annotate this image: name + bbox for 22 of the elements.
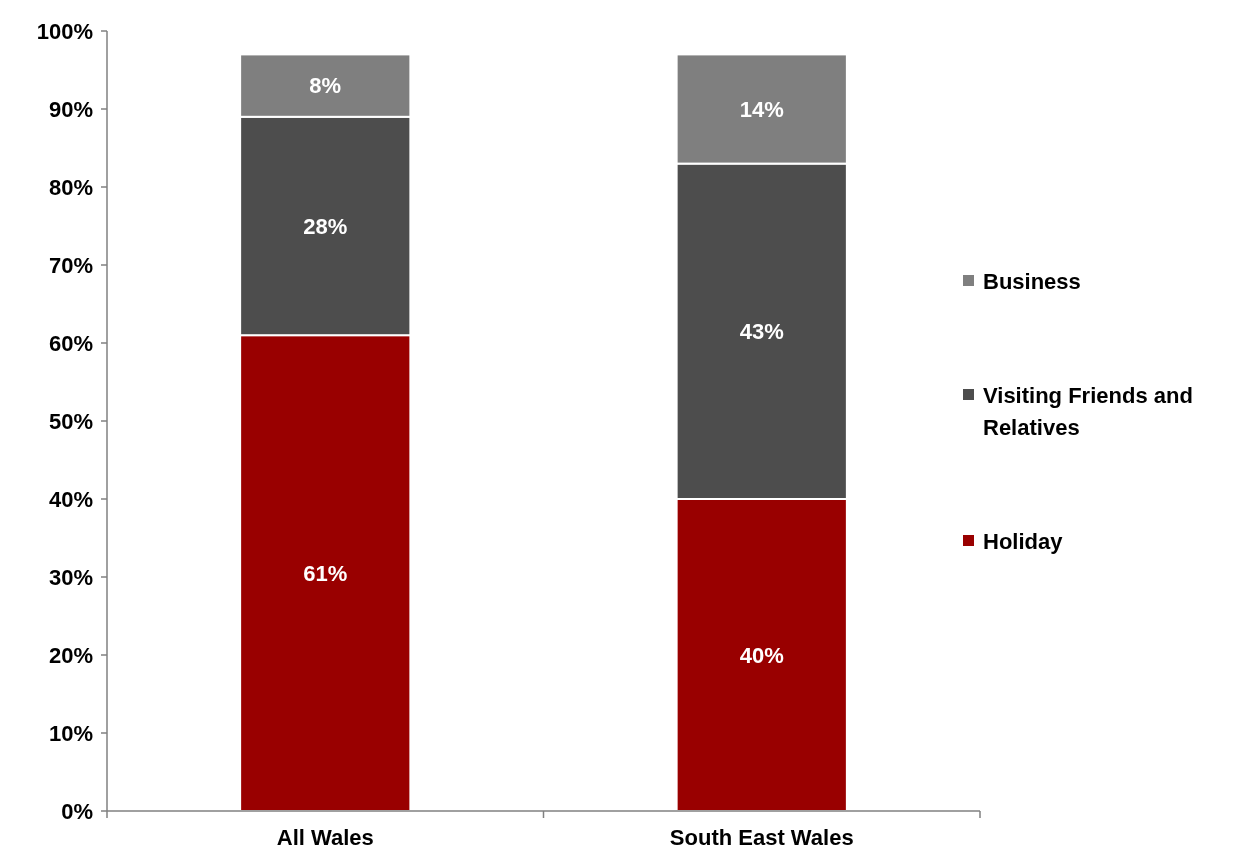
data-label: 61%: [303, 560, 348, 586]
data-label: 43%: [739, 319, 784, 344]
y-tick-label: 70%: [48, 252, 93, 278]
y-tick-label: 50%: [48, 408, 93, 434]
legend-label: Visiting Friends and Relatives: [983, 382, 1193, 440]
x-tick-label: All Wales: [276, 825, 374, 850]
y-tick-label: 80%: [48, 174, 93, 200]
legend-label: Business: [983, 268, 1081, 294]
y-tick-label: 40%: [48, 486, 93, 512]
data-label: 14%: [739, 96, 784, 122]
y-tick-label: 90%: [48, 96, 93, 122]
y-tick-label: 0%: [61, 798, 93, 824]
data-label: 8%: [309, 73, 342, 99]
data-label: 28%: [303, 213, 348, 239]
y-tick-label: 60%: [48, 330, 93, 356]
y-tick-label: 20%: [48, 642, 93, 668]
y-tick-label: 30%: [48, 564, 93, 590]
legend-label: Holiday: [983, 528, 1064, 554]
y-tick-label: 100%: [36, 18, 93, 44]
y-tick-label: 10%: [48, 720, 93, 746]
data-label: 40%: [739, 642, 784, 668]
x-tick-label: South East Wales: [669, 825, 854, 850]
